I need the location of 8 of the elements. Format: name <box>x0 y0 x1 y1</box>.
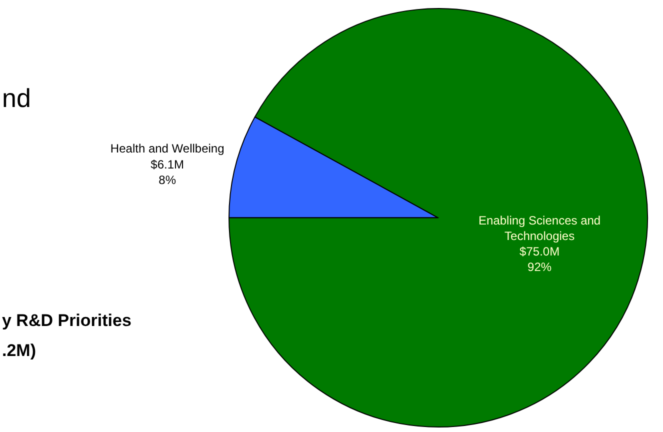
pie-slice <box>228 8 648 428</box>
data-label: $6.1M 8% <box>150 157 184 187</box>
text: nd <box>2 83 31 113</box>
text: y R&D Priorities <box>2 311 132 330</box>
slice-label: Enabling Sciences and Technologies <box>478 213 601 243</box>
slice-label: Health and Wellbeing <box>110 142 224 156</box>
data-label: $75.0M 92% <box>520 244 560 274</box>
text: .2M) <box>2 341 36 360</box>
